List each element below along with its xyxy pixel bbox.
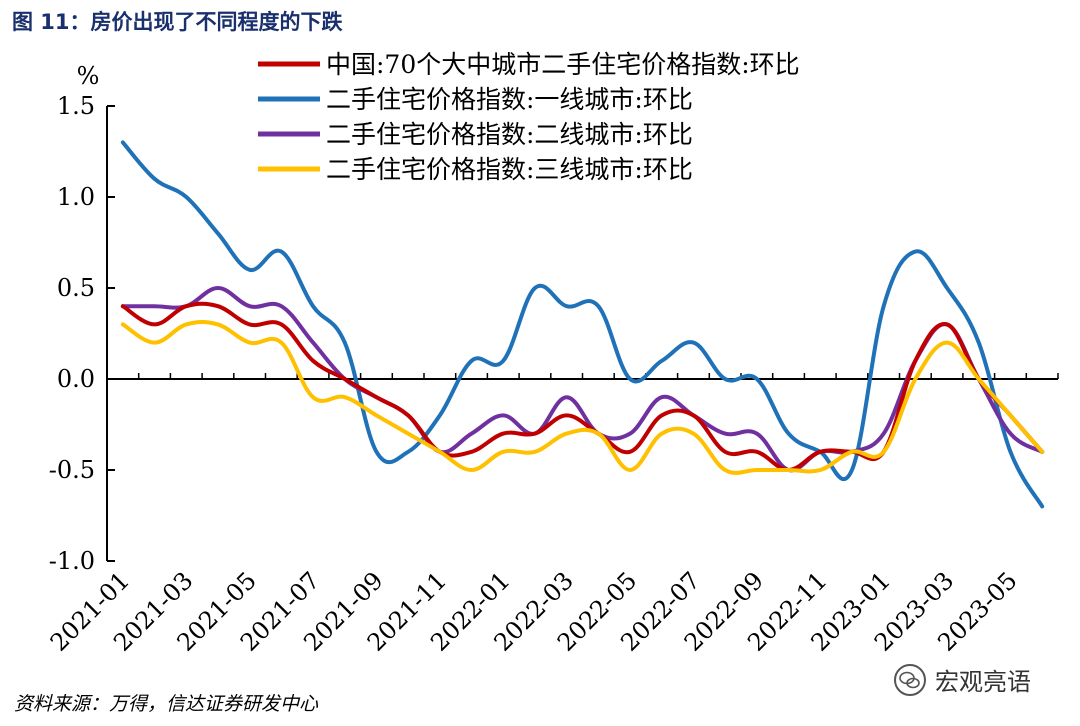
source-note: 资料来源：万得，信达证券研发中心 [14,693,319,715]
series-layer [120,140,1045,509]
y-tick-label: -0.5 [49,456,95,484]
series-line-3 [120,286,1045,473]
y-tick-label: 0.0 [57,365,95,393]
series-line-1 [120,301,1045,472]
wechat-icon [894,663,926,696]
axes: -1.0-0.50.00.51.01.5%2021-012021-032021-… [45,62,1059,657]
legend: 中国:70个大中城市二手住宅价格指数:环比二手住宅价格指数:一线城市:环比二手住… [258,50,800,184]
series-line-4 [120,319,1045,475]
legend-label: 二手住宅价格指数:二线城市:环比 [326,120,693,149]
legend-label: 二手住宅价格指数:三线城市:环比 [326,155,693,184]
watermark-text: 宏观亮语 [935,668,1031,696]
y-tick-label: 1.5 [57,92,95,120]
y-axis-unit: % [77,62,100,90]
legend-label: 二手住宅价格指数:一线城市:环比 [326,85,693,114]
legend-label: 中国:70个大中城市二手住宅价格指数:环比 [326,50,800,79]
y-tick-label: 0.5 [57,274,95,302]
watermark: 宏观亮语 [893,662,1031,697]
y-tick-label: 1.0 [57,183,95,211]
series-line-2 [120,140,1045,509]
y-tick-label: -1.0 [49,547,95,575]
figure-title: 图 11：房价出现了不同程度的下跌 [12,10,343,34]
